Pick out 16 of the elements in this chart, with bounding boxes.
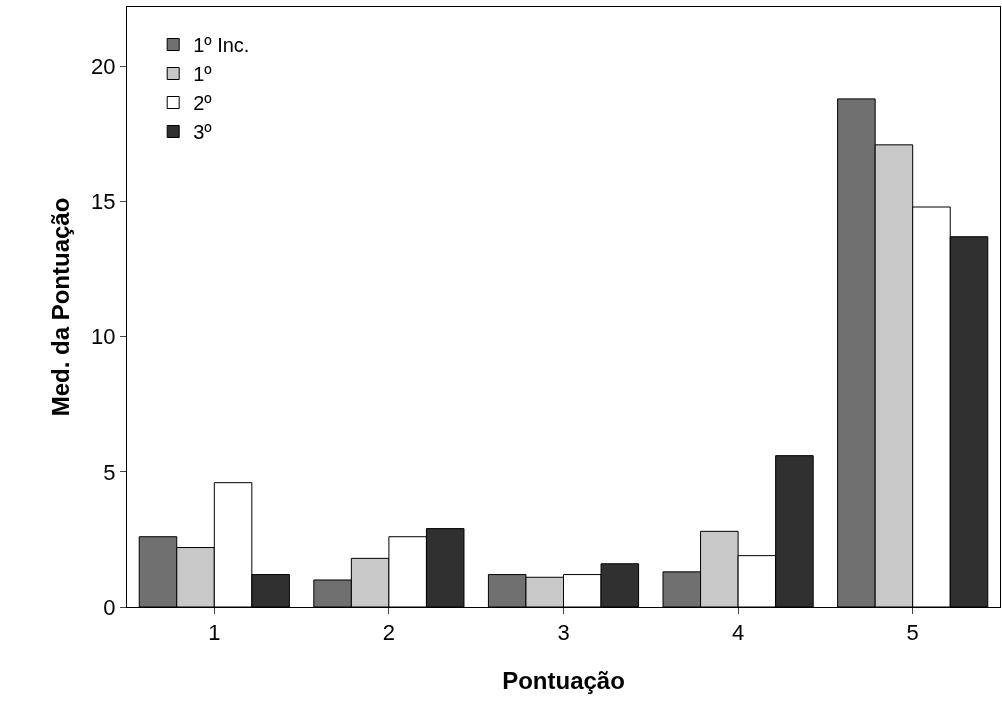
legend-label: 3º: [193, 121, 213, 144]
legend-label: 1º Inc.: [193, 34, 250, 57]
legend-label: 2º: [193, 92, 213, 115]
x-tick-label: 5: [906, 620, 919, 646]
y-tick-label: 5: [103, 459, 116, 485]
y-tick-label: 20: [91, 54, 116, 80]
x-tick-label: 4: [731, 620, 745, 646]
x-axis-title: Pontuação: [502, 667, 625, 694]
y-tick-label: 15: [91, 189, 116, 215]
x-tick-label: 2: [382, 620, 396, 646]
x-tick-label: 3: [557, 620, 570, 646]
y-axis-title: Med. da Pontuação: [47, 197, 74, 417]
x-tick-label: 1: [208, 620, 221, 646]
y-tick-label: 0: [103, 594, 116, 620]
legend-label: 1º: [193, 63, 213, 86]
y-tick-label: 10: [91, 324, 116, 350]
